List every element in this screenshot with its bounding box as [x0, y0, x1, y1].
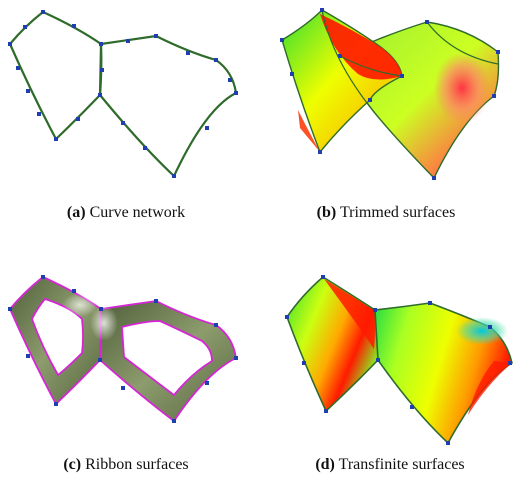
control-points	[8, 275, 238, 423]
ribbon-highlight-left	[62, 293, 98, 317]
right-red-corner	[468, 361, 512, 415]
panel-curve-network	[0, 0, 250, 185]
trim-curve-2	[321, 9, 375, 113]
ribbon-highlight-center	[90, 305, 118, 341]
control-points	[280, 8, 500, 180]
caption-a: (a) Curve network	[6, 203, 246, 223]
trim-curve-3	[426, 21, 499, 65]
left-transfinite-surface	[286, 276, 379, 413]
caption-c: (c) Ribbon surfaces	[6, 455, 246, 475]
ribbon-surfaces-figure	[8, 275, 238, 423]
panel-transfinite-surfaces	[262, 265, 513, 450]
transfinite-surfaces-figure	[285, 275, 513, 445]
left-red-region	[320, 14, 402, 80]
trim-curve-1	[339, 55, 403, 77]
panel-ribbon-surfaces	[0, 265, 250, 430]
caption-d-text: Transfinite surfaces	[338, 456, 465, 473]
right-patch-outline	[98, 34, 238, 178]
right-ribbon-band	[99, 300, 237, 423]
caption-b-text: Trimmed surfaces	[339, 204, 456, 221]
caption-d: (d) Transfinite surfaces	[270, 455, 510, 475]
trimmed-surfaces-figure	[280, 8, 500, 180]
caption-d-tag: (d)	[315, 456, 335, 473]
caption-c-text: Ribbon surfaces	[85, 456, 189, 473]
panel-trimmed-surfaces	[262, 0, 513, 185]
right-red-region	[434, 52, 490, 124]
left-patch-outline	[8, 10, 103, 141]
caption-a-tag: (a)	[66, 204, 86, 221]
caption-b-tag: (b)	[316, 204, 337, 221]
caption-c-tag: (c)	[63, 456, 82, 473]
caption-a-text: Curve network	[89, 204, 186, 221]
control-points	[285, 275, 512, 445]
control-points	[8, 10, 238, 178]
caption-b: (b) Trimmed surfaces	[266, 203, 506, 223]
cyan-corner-region	[456, 317, 508, 345]
left-red-streak	[324, 279, 375, 349]
curve-network-figure	[8, 10, 238, 178]
